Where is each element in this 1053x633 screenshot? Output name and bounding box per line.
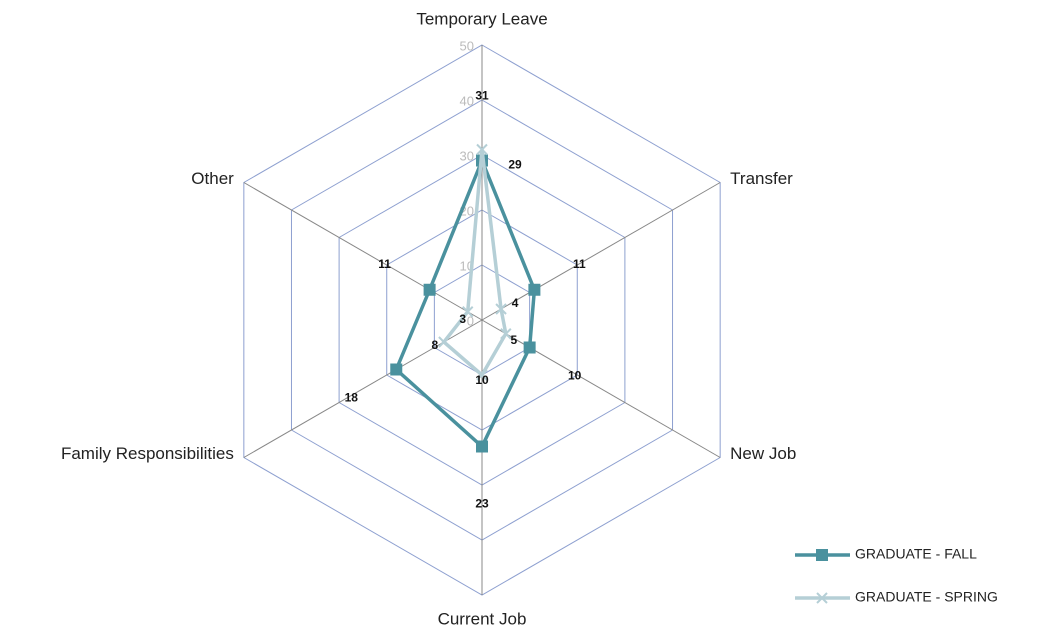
data-label: 18 (345, 391, 359, 405)
tick-label: 0 (467, 313, 474, 328)
marker (528, 283, 541, 296)
marker (495, 303, 507, 315)
data-label: 11 (378, 257, 391, 271)
marker (476, 143, 488, 156)
legend-marker (816, 549, 828, 561)
data-label: 31 (475, 89, 489, 103)
category-label: New Job (730, 444, 796, 463)
data-label: 5 (510, 333, 517, 347)
marker (476, 369, 488, 381)
marker (462, 306, 474, 318)
marker (390, 363, 403, 376)
legend-label: GRADUATE - FALL (855, 546, 977, 562)
series-line (441, 149, 508, 378)
marker (476, 440, 488, 453)
spoke (481, 319, 721, 458)
tick-label: 30 (460, 148, 474, 163)
category-label: Current Job (438, 609, 527, 628)
marker (500, 328, 512, 340)
category-label: Other (191, 169, 234, 188)
data-label: 23 (475, 497, 489, 511)
category-label: Family Responsibilities (61, 444, 234, 463)
marker (438, 336, 450, 348)
data-label: 10 (568, 369, 582, 383)
data-label: 10 (475, 373, 489, 387)
marker (423, 283, 436, 296)
data-label: 11 (573, 257, 586, 271)
spoke (243, 182, 483, 321)
category-label: Transfer (730, 169, 793, 188)
legend-marker (816, 592, 828, 604)
marker (523, 341, 536, 354)
data-label: 8 (432, 338, 439, 352)
spoke (481, 182, 721, 321)
tick-label: 40 (460, 93, 474, 108)
data-label: 4 (512, 296, 519, 310)
data-label: 3 (459, 312, 466, 326)
legend-label: GRADUATE - SPRING (855, 589, 998, 605)
category-label: Temporary Leave (416, 9, 547, 28)
data-label: 29 (508, 158, 522, 172)
tick-label: 50 (460, 38, 474, 53)
